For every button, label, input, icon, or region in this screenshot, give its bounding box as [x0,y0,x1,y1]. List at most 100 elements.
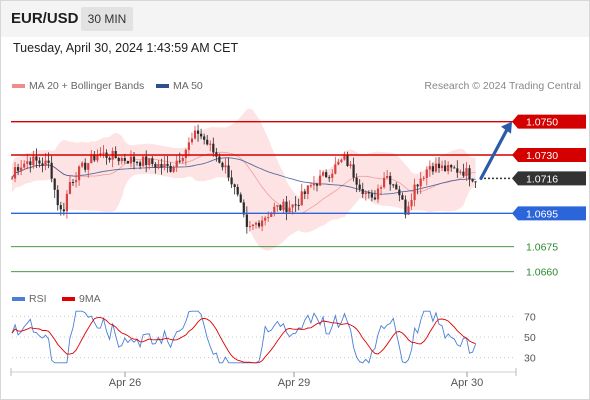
candle-body [74,180,78,183]
candle [242,199,245,218]
legend-9ma-swatch [62,297,75,302]
timeframe-button[interactable]: 30 MIN [81,7,133,31]
candle-body [395,184,398,190]
candle-body [251,224,255,227]
candle [367,190,370,199]
candle-body [169,165,172,172]
candle-body [41,163,44,166]
x-tick-label: Apr 29 [278,377,310,389]
candle [68,176,72,195]
candle-body [117,157,120,162]
forecast-arrow-shaft [479,126,510,180]
candle-body [425,169,428,178]
candle [151,155,154,167]
legend-9ma-label: 9MA [79,293,101,305]
candle-body [132,156,136,162]
candle-body [26,161,29,164]
candle-body [184,149,187,158]
level-tag-1.0695: 1.0695 [512,206,586,221]
symbol-label: EUR/USD [11,10,79,27]
candle-body [200,133,203,137]
candle-body [379,187,383,189]
candle [465,162,468,182]
candle-body [35,156,38,161]
candle [169,162,172,173]
candle-body [239,194,242,203]
candle-body [108,157,111,160]
candle-body [53,178,56,190]
candle-body [465,168,468,176]
candle [392,183,395,188]
candle [90,150,93,164]
candle [447,161,450,175]
candle [440,160,444,171]
candle-body [209,143,212,145]
candle-body [318,175,322,186]
candle-body [227,165,230,178]
price-tag [512,148,586,162]
candle-body [361,188,364,195]
level-tag-1.0730: 1.0730 [512,148,586,162]
candle [331,169,334,183]
candle-body [471,179,474,182]
rsi-tick-50: 50 [524,332,536,344]
candle [200,128,203,140]
candle-body [468,168,471,180]
candle-body [68,182,72,194]
candle [32,150,35,169]
candle-body [166,163,169,166]
candle [56,185,59,211]
legend-ma50-label: MA 50 [173,80,203,92]
price-tag-text: 1.0750 [526,117,558,129]
candle-body [120,158,123,162]
candle-body [32,156,35,165]
candle [279,204,282,211]
candle [29,157,32,173]
candle [172,165,175,173]
forecast-arrow-head [501,121,512,134]
candle-body [38,160,41,164]
candle-body [151,158,154,164]
candle-body [81,162,84,167]
candle [318,169,322,186]
bollinger-band [12,108,476,251]
candle [44,152,47,171]
candle [203,133,206,145]
candle-body [389,175,392,185]
candle-body [264,217,267,221]
price-tag [512,114,586,129]
candle [288,200,291,214]
candle-body [386,175,389,178]
candle [190,132,194,145]
candle [38,157,41,168]
candle [462,163,465,178]
candle [93,151,96,162]
candle-body [447,164,450,172]
candle-body [370,193,373,198]
candle-body [349,164,352,166]
candle-body [401,195,404,200]
candle [300,183,303,206]
candle-body [154,163,157,168]
candle-body [261,220,264,227]
candle-body [17,167,20,171]
candle [257,220,261,229]
candle-body [325,172,328,178]
candle-body [276,205,279,207]
candle-body [450,164,453,168]
candle [322,170,325,177]
candle-body [254,222,258,225]
candle-body [148,158,151,166]
candle [233,183,236,195]
candle-body [248,226,251,228]
price-tag-text: 1.0716 [526,173,558,185]
candle [120,155,123,165]
candle-body [44,160,47,166]
timestamp: Tuesday, April 30, 2024 1:43:59 AM CET [13,41,239,55]
candle [13,162,17,183]
price-tag-text: 1.0695 [526,208,558,220]
candle [273,202,276,217]
legend-ma50: MA 50 [156,80,203,92]
candle [376,184,380,203]
